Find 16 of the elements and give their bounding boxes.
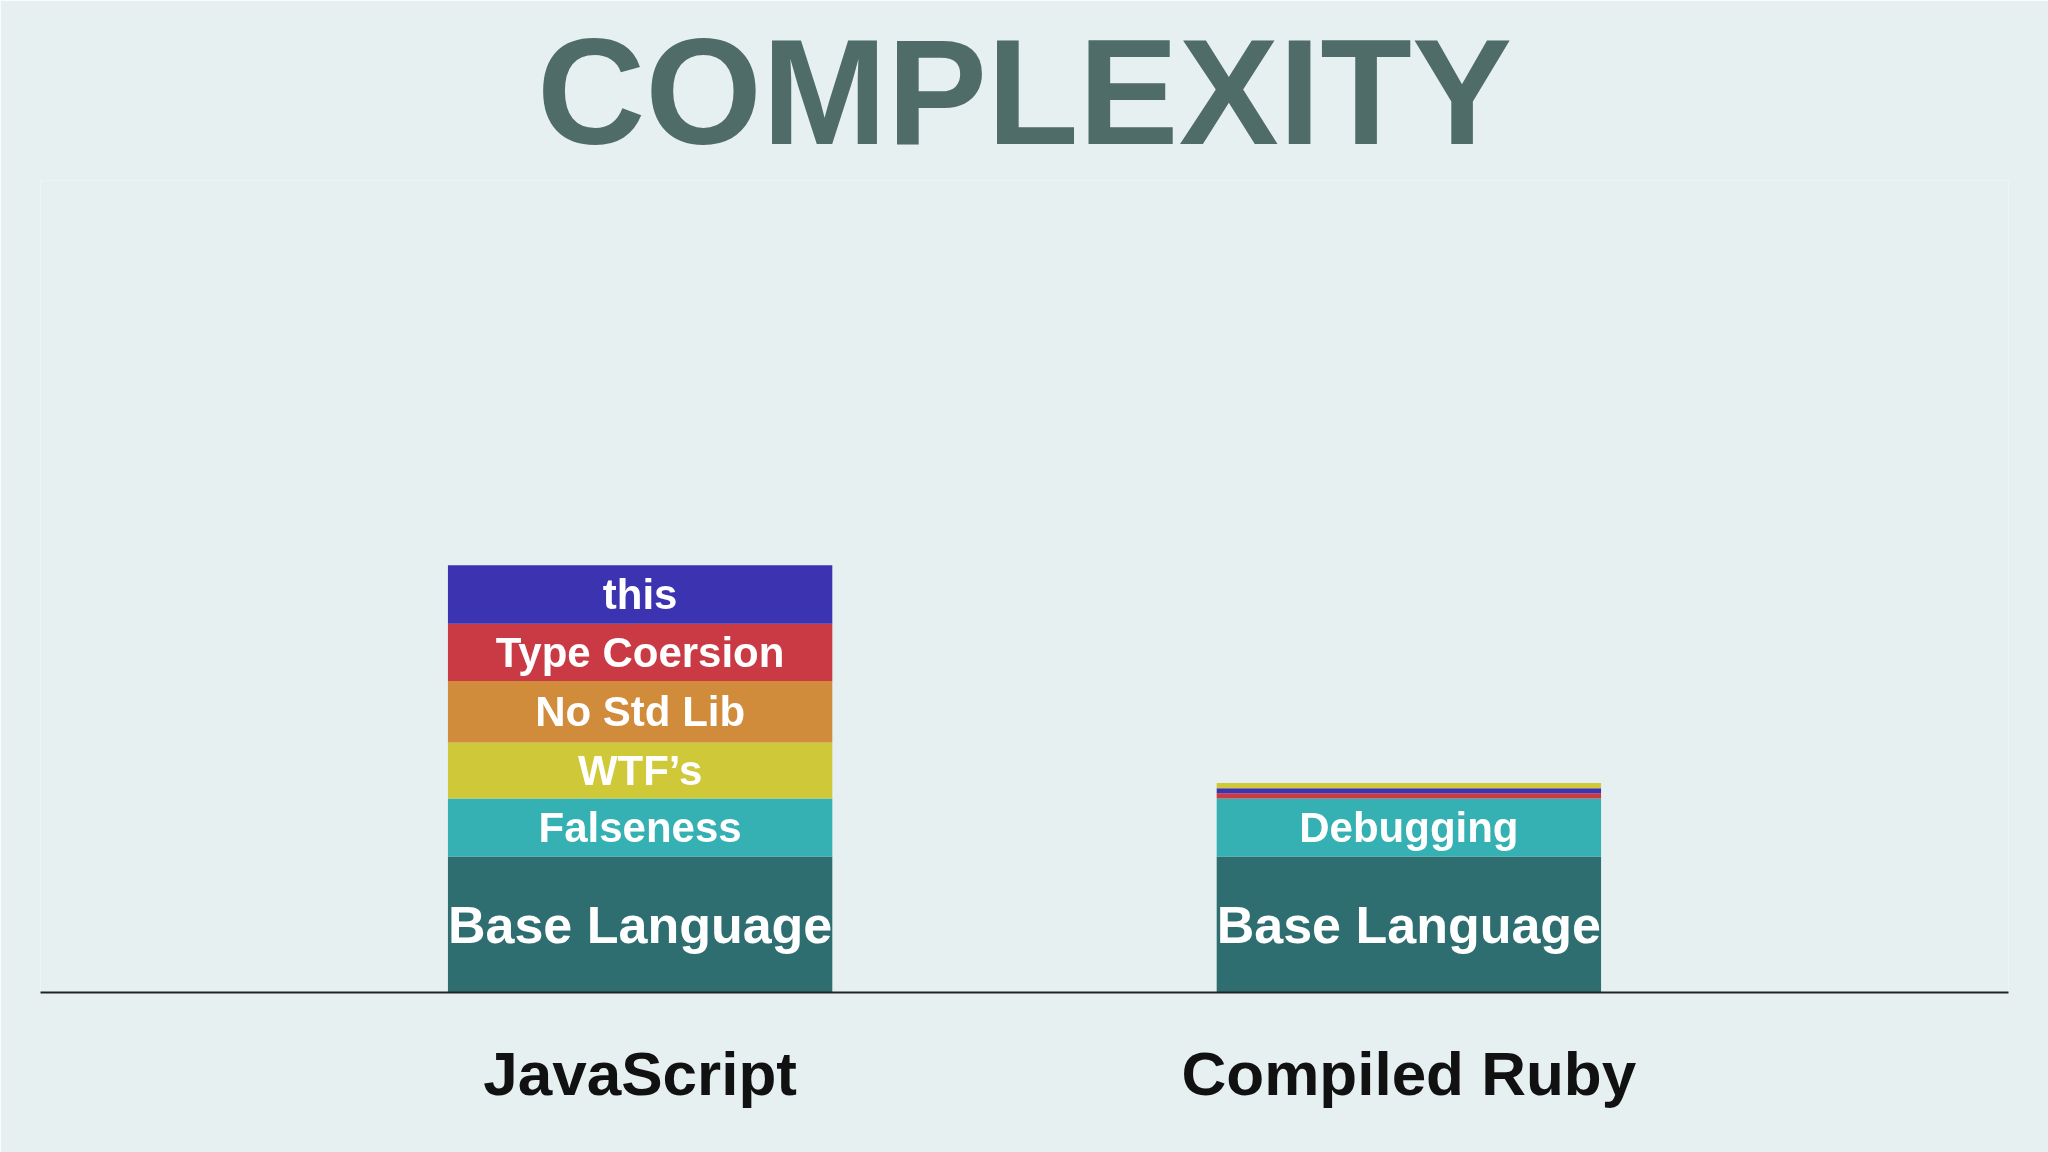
bar [447,742,833,799]
series-label: WTF’s [577,746,703,794]
bar [1216,783,1602,789]
series-label: Base Language [447,895,833,954]
series-label: this [602,570,678,618]
bar [1216,793,1602,799]
series-label: Falseness [538,804,742,852]
series-label: No Std Lib [535,688,746,736]
text: Base Language [1216,895,1602,954]
x-tick-label: Compiled Ruby [1181,1038,1637,1108]
series-label: Type Coersion [495,628,785,676]
chart-title: COMPLEXITY [536,7,1513,176]
bar [447,565,833,624]
x-tick-label: JavaScript [483,1038,797,1108]
series-label: Debugging [1299,804,1519,852]
bar [1216,788,1602,794]
